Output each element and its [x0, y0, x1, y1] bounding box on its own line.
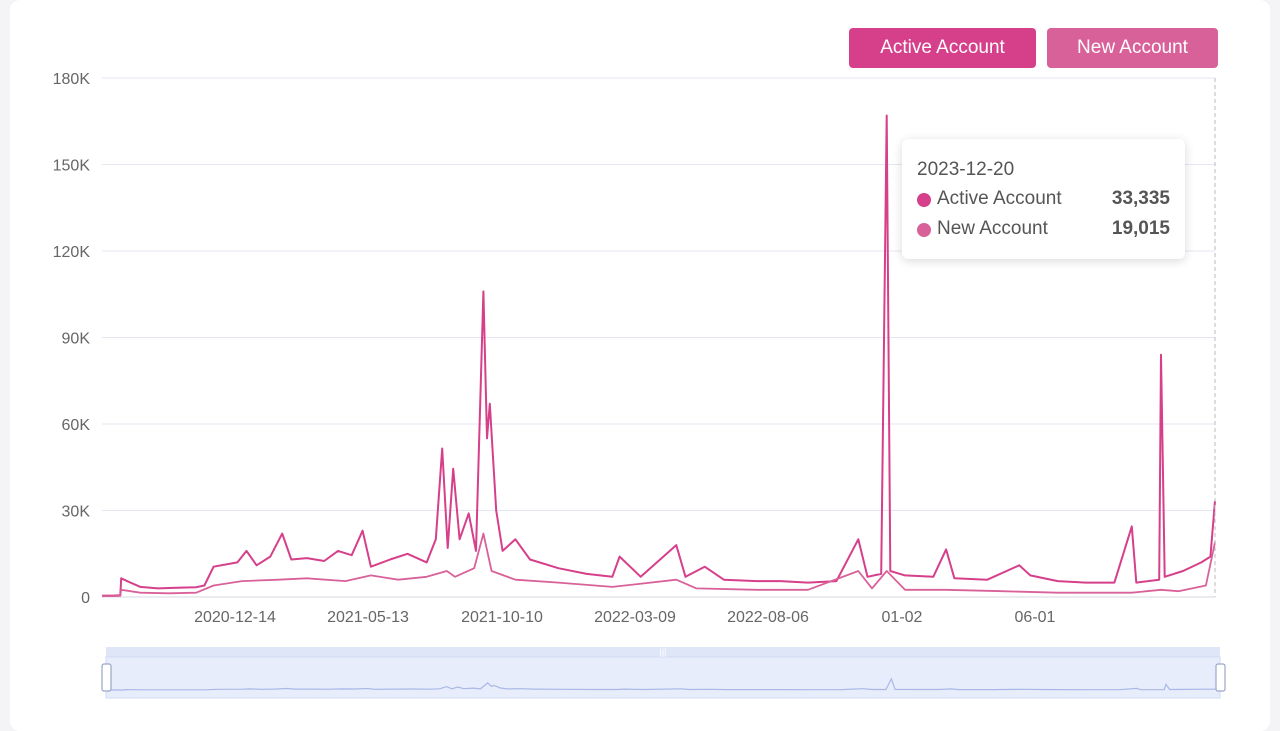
zoom-handle-left[interactable] [101, 663, 112, 692]
zoom-grip-icon[interactable]: ||| [659, 647, 666, 657]
y-axis: 0 30K 60K 90K 120K 150K 180K [53, 71, 91, 607]
tooltip-active-label: Active Account [937, 188, 1062, 209]
tooltip-row-active: Active Account 33,335 [917, 188, 1170, 212]
zoom-slider-window[interactable] [105, 656, 1221, 699]
x-tick-label: 2022-03-09 [594, 609, 676, 626]
tooltip-row-new: New Account 19,015 [917, 218, 1170, 242]
x-tick-label: 01-02 [882, 609, 923, 626]
zoom-preview-line [106, 677, 1221, 691]
y-tick-label: 90K [62, 331, 91, 348]
legend-active-account-button[interactable]: Active Account [849, 28, 1036, 68]
x-axis: 2020-12-14 2021-05-13 2021-10-10 2022-03-09… [194, 609, 1055, 626]
x-tick-label: 2022-08-06 [727, 609, 809, 626]
zoom-slider-top-bar[interactable] [106, 647, 1220, 657]
chart-card [10, 0, 1270, 731]
new-series-dot-icon [917, 223, 931, 237]
chart-tooltip: 2023-12-20 Active Account 33,335 New Acc… [902, 139, 1185, 259]
x-tick-label: 2020-12-14 [194, 609, 276, 626]
series-line-new-account [102, 532, 1216, 597]
series-layer [102, 114, 1216, 597]
x-tick-label: 06-01 [1015, 609, 1056, 626]
y-tick-label: 150K [53, 158, 91, 175]
tooltip-active-value: 33,335 [1111, 188, 1170, 209]
x-tick-label: 2021-05-13 [327, 609, 409, 626]
zoom-handle-right[interactable] [1215, 663, 1226, 692]
tooltip-new-label: New Account [937, 218, 1048, 239]
active-series-dot-icon [917, 193, 931, 207]
legend-new-account-button[interactable]: New Account [1047, 28, 1218, 68]
series-line-active-account [102, 114, 1216, 597]
tooltip-new-value: 19,015 [1111, 218, 1170, 239]
zoom-slider[interactable]: ||| [101, 647, 1226, 699]
tooltip-date: 2023-12-20 [917, 159, 1015, 180]
x-tick-label: 2021-10-10 [461, 609, 543, 626]
y-tick-label: 0 [81, 590, 90, 607]
y-tick-label: 120K [53, 244, 91, 261]
y-tick-label: 60K [62, 417, 91, 434]
y-tick-label: 30K [62, 504, 91, 521]
y-tick-label: 180K [53, 71, 91, 88]
